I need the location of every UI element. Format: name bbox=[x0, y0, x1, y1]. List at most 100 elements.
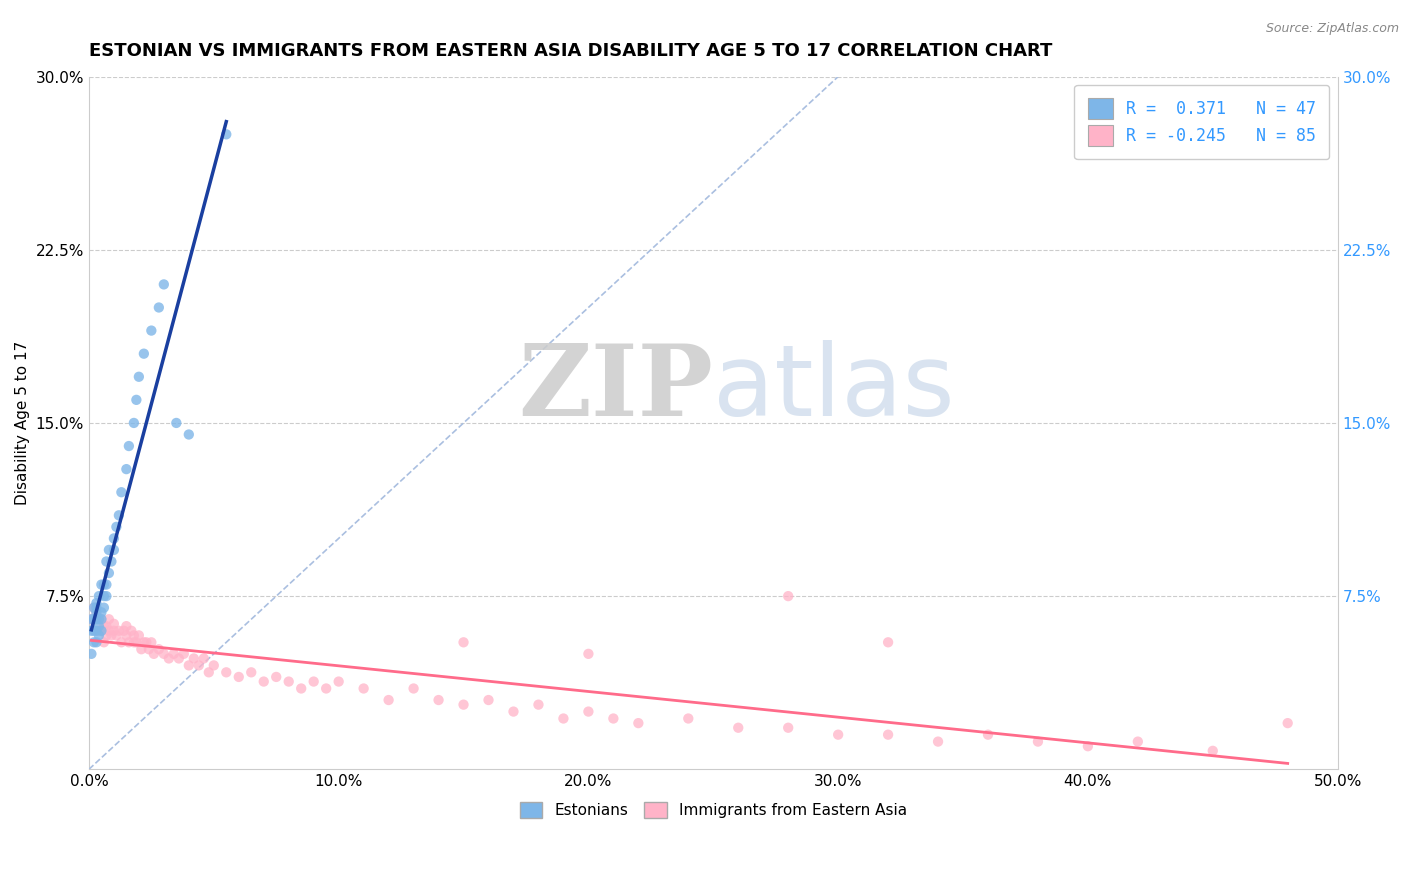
Point bbox=[165, 416, 187, 430]
Text: atlas: atlas bbox=[713, 340, 955, 437]
Point bbox=[105, 628, 128, 642]
Point bbox=[527, 698, 550, 712]
Point bbox=[80, 624, 103, 638]
Point bbox=[96, 628, 118, 642]
Point bbox=[86, 624, 108, 638]
Point bbox=[1077, 739, 1099, 754]
Point bbox=[115, 462, 138, 476]
Point bbox=[141, 635, 163, 649]
Point bbox=[877, 635, 900, 649]
Point bbox=[90, 577, 112, 591]
Point bbox=[93, 600, 115, 615]
Point bbox=[153, 647, 176, 661]
Point bbox=[103, 532, 125, 546]
Point bbox=[142, 647, 165, 661]
Point bbox=[96, 589, 118, 603]
Point bbox=[138, 642, 160, 657]
Point bbox=[80, 647, 103, 661]
Point bbox=[290, 681, 312, 696]
Point bbox=[97, 612, 120, 626]
Point bbox=[402, 681, 425, 696]
Point bbox=[96, 554, 118, 568]
Point bbox=[83, 635, 105, 649]
Point bbox=[87, 612, 110, 626]
Point bbox=[93, 635, 115, 649]
Point bbox=[87, 624, 110, 638]
Point bbox=[80, 612, 103, 626]
Point bbox=[132, 635, 155, 649]
Point bbox=[128, 628, 150, 642]
Point bbox=[315, 681, 337, 696]
Point bbox=[100, 628, 122, 642]
Point bbox=[177, 427, 200, 442]
Point bbox=[148, 642, 170, 657]
Point bbox=[576, 705, 599, 719]
Point bbox=[122, 628, 145, 642]
Point bbox=[122, 416, 145, 430]
Point bbox=[103, 616, 125, 631]
Point bbox=[90, 612, 112, 626]
Point bbox=[87, 628, 110, 642]
Point bbox=[80, 612, 103, 626]
Point bbox=[96, 577, 118, 591]
Point bbox=[105, 520, 128, 534]
Point bbox=[453, 698, 475, 712]
Point bbox=[110, 485, 132, 500]
Point bbox=[115, 619, 138, 633]
Point bbox=[173, 647, 195, 661]
Point bbox=[228, 670, 250, 684]
Point bbox=[177, 658, 200, 673]
Point bbox=[90, 605, 112, 619]
Point bbox=[1026, 734, 1049, 748]
Point bbox=[83, 600, 105, 615]
Point bbox=[132, 346, 155, 360]
Point bbox=[502, 705, 524, 719]
Point bbox=[153, 277, 176, 292]
Point bbox=[83, 600, 105, 615]
Point bbox=[103, 624, 125, 638]
Point bbox=[93, 619, 115, 633]
Point bbox=[87, 612, 110, 626]
Point bbox=[108, 624, 131, 638]
Point bbox=[827, 728, 849, 742]
Point bbox=[627, 716, 650, 731]
Point bbox=[87, 589, 110, 603]
Point bbox=[427, 693, 450, 707]
Point bbox=[108, 508, 131, 523]
Point bbox=[120, 624, 142, 638]
Point bbox=[328, 674, 350, 689]
Point bbox=[264, 670, 287, 684]
Point bbox=[90, 624, 112, 638]
Y-axis label: Disability Age 5 to 17: Disability Age 5 to 17 bbox=[15, 341, 30, 505]
Point bbox=[377, 693, 399, 707]
Point bbox=[167, 651, 190, 665]
Point bbox=[193, 651, 215, 665]
Point bbox=[215, 665, 238, 680]
Point bbox=[1202, 744, 1225, 758]
Point bbox=[100, 554, 122, 568]
Point bbox=[87, 619, 110, 633]
Point bbox=[97, 543, 120, 558]
Point bbox=[135, 635, 157, 649]
Point bbox=[112, 624, 135, 638]
Point bbox=[678, 711, 700, 725]
Text: ZIP: ZIP bbox=[519, 340, 713, 437]
Point bbox=[778, 721, 800, 735]
Point bbox=[115, 628, 138, 642]
Point bbox=[86, 605, 108, 619]
Point bbox=[202, 658, 225, 673]
Point bbox=[125, 635, 148, 649]
Point bbox=[83, 612, 105, 626]
Text: Source: ZipAtlas.com: Source: ZipAtlas.com bbox=[1265, 22, 1399, 36]
Point bbox=[83, 624, 105, 638]
Point bbox=[86, 612, 108, 626]
Point bbox=[215, 128, 238, 142]
Point bbox=[576, 647, 599, 661]
Point bbox=[553, 711, 575, 725]
Point bbox=[125, 392, 148, 407]
Point bbox=[157, 651, 180, 665]
Point bbox=[253, 674, 276, 689]
Point bbox=[131, 642, 153, 657]
Point bbox=[187, 658, 209, 673]
Point bbox=[93, 577, 115, 591]
